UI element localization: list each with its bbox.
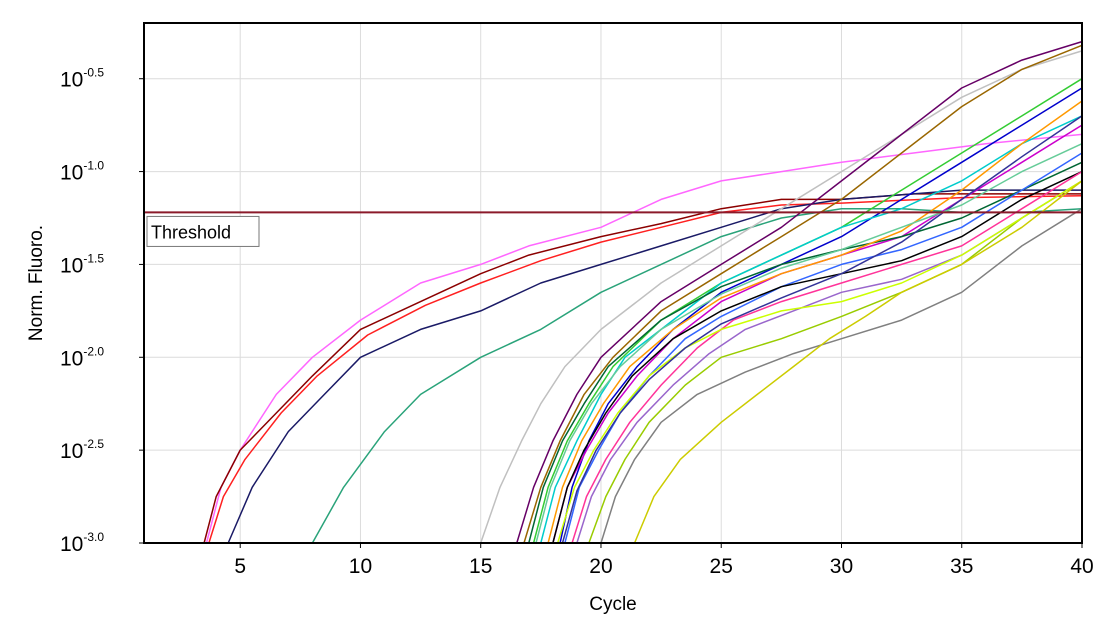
- grid: [144, 23, 1083, 543]
- plot-frame: [143, 22, 1083, 544]
- series-line-1: [205, 133, 1083, 544]
- threshold-label-box: [146, 215, 260, 247]
- series-line-16: [571, 170, 1083, 544]
- series-lines: [203, 40, 1083, 544]
- series-line-8: [523, 44, 1083, 544]
- series-line-20: [600, 208, 1083, 544]
- series-line-24: [535, 143, 1083, 544]
- series-line-15: [552, 170, 1083, 544]
- series-line-4: [227, 189, 1082, 544]
- series-line-21: [633, 180, 1083, 544]
- x-tick-label: 20: [589, 555, 612, 578]
- series-line-11: [540, 115, 1083, 544]
- series-line-17: [576, 180, 1083, 544]
- series-line-19: [556, 180, 1083, 544]
- series-line-6: [479, 50, 1083, 544]
- threshold-label: Threshold: [151, 222, 231, 242]
- series-line-10: [559, 87, 1083, 544]
- x-tick-label: 15: [469, 555, 492, 578]
- y-tick-label: 10-1.5: [60, 251, 104, 277]
- threshold-line: Threshold: [144, 211, 1082, 247]
- series-line-2: [203, 193, 1082, 544]
- x-tick-label: 5: [234, 555, 246, 578]
- series-line-18: [588, 180, 1083, 544]
- series-line-23: [561, 115, 1083, 544]
- x-tick-label: 10: [349, 555, 372, 578]
- series-line-22: [547, 100, 1083, 544]
- series-line-7: [516, 40, 1083, 544]
- y-tick-label: 10-2.0: [60, 344, 104, 370]
- series-line-9: [532, 78, 1083, 544]
- series-line-14: [564, 152, 1083, 544]
- series-line-3: [208, 194, 1083, 544]
- y-axis-title: Norm. Fluoro.: [26, 225, 47, 341]
- series-line-13: [528, 161, 1083, 544]
- x-tick-label: 35: [950, 555, 973, 578]
- x-axis-ticks: 5 10 15 20 25 30 35 40: [234, 543, 1094, 578]
- y-tick-label: 10-1.0: [60, 159, 104, 185]
- x-axis-title: Cycle: [589, 594, 637, 615]
- y-tick-label: 10-2.5: [60, 437, 104, 463]
- x-tick-label: 40: [1070, 555, 1093, 578]
- y-tick-label: 10-3.0: [60, 530, 104, 556]
- y-tick-label: 10-0.5: [60, 66, 104, 92]
- series-line-12: [552, 124, 1083, 544]
- y-axis-ticks: 10-3.0 10-2.5 10-2.0 10-1.5 10-1.0 10-0.5: [60, 66, 144, 556]
- x-tick-label: 30: [830, 555, 853, 578]
- x-tick-label: 25: [710, 555, 733, 578]
